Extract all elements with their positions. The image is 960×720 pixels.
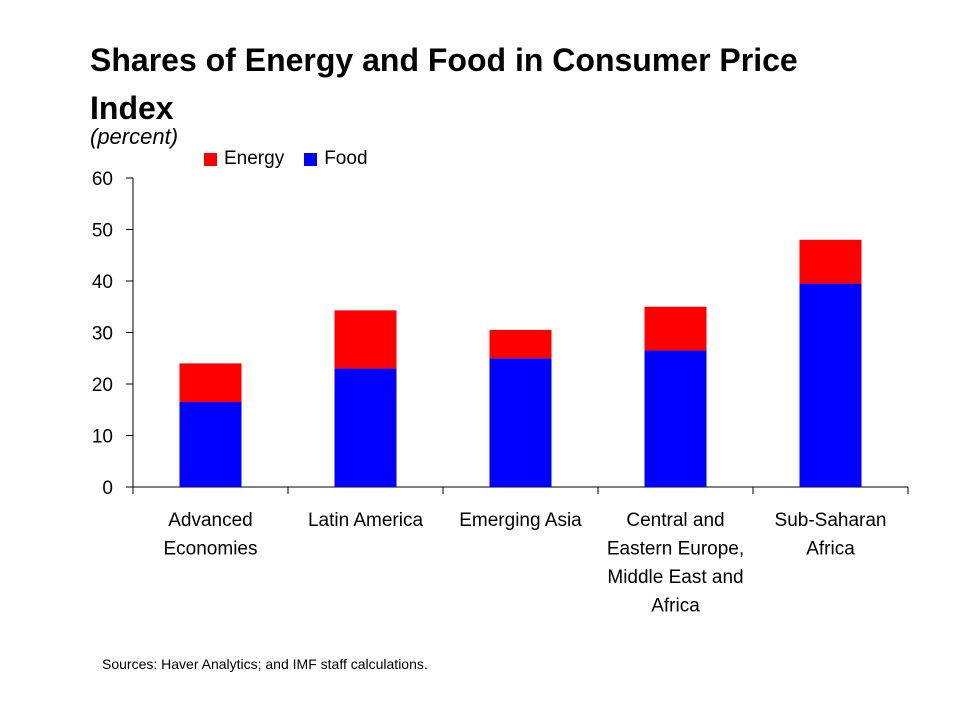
legend-label-food: Food [324, 148, 368, 169]
bar-energy [489, 329, 552, 359]
chart-title: Shares of Energy and Food in Consumer Pr… [90, 42, 798, 126]
bar-food [799, 283, 862, 487]
legend-swatch-food [304, 152, 318, 166]
x-tick-label: Central and Eastern Europe, Middle East an… [607, 510, 744, 617]
x-tick-label-line: Advanced [168, 510, 253, 531]
x-tick-label-line: Eastern Europe, [607, 539, 744, 560]
bar-energy [334, 310, 397, 369]
bar-food [644, 350, 707, 487]
bar-food [489, 358, 552, 487]
chart-subtitle: (percent) [90, 124, 179, 149]
bar-food [334, 368, 397, 487]
x-tick-label: Sub-Saharan Africa [775, 510, 887, 560]
legend-swatch-energy [204, 152, 217, 166]
x-tick-label-line: Latin America [308, 510, 424, 531]
y-tick-label: 0 [102, 478, 113, 499]
y-tick-label: 20 [92, 375, 113, 396]
bar-energy [644, 306, 707, 351]
bar-energy [799, 239, 862, 284]
y-tick-label: 10 [92, 427, 113, 448]
x-tick-label-line: Africa [651, 596, 700, 617]
legend-item-food: Food [304, 148, 368, 170]
bar-food [179, 402, 242, 487]
x-tick-label: Advanced Economies [164, 510, 258, 560]
x-tick-label: Emerging Asia [459, 510, 582, 531]
x-tick-label-line: Sub-Saharan [775, 510, 887, 531]
bar-energy [179, 363, 242, 403]
source-note: Sources: Haver Analytics; and IMF staff … [102, 656, 428, 672]
legend-label-energy: Energy [224, 148, 285, 169]
x-tick-label-line: Economies [164, 539, 258, 560]
y-tick-label: 30 [92, 324, 113, 345]
x-tick-label-line: Africa [806, 539, 855, 560]
legend-item-energy: Energy [204, 148, 284, 170]
x-tick-label-line: Central and [626, 510, 724, 531]
y-tick-label: 60 [92, 169, 113, 190]
x-tick-label: Latin America [308, 510, 424, 531]
legend: Energy Food [204, 148, 388, 170]
y-tick-label: 50 [92, 221, 113, 242]
x-tick-label-line: Emerging Asia [459, 510, 582, 531]
y-tick-label: 40 [92, 272, 113, 293]
x-tick-label-line: Middle East and [607, 567, 743, 588]
